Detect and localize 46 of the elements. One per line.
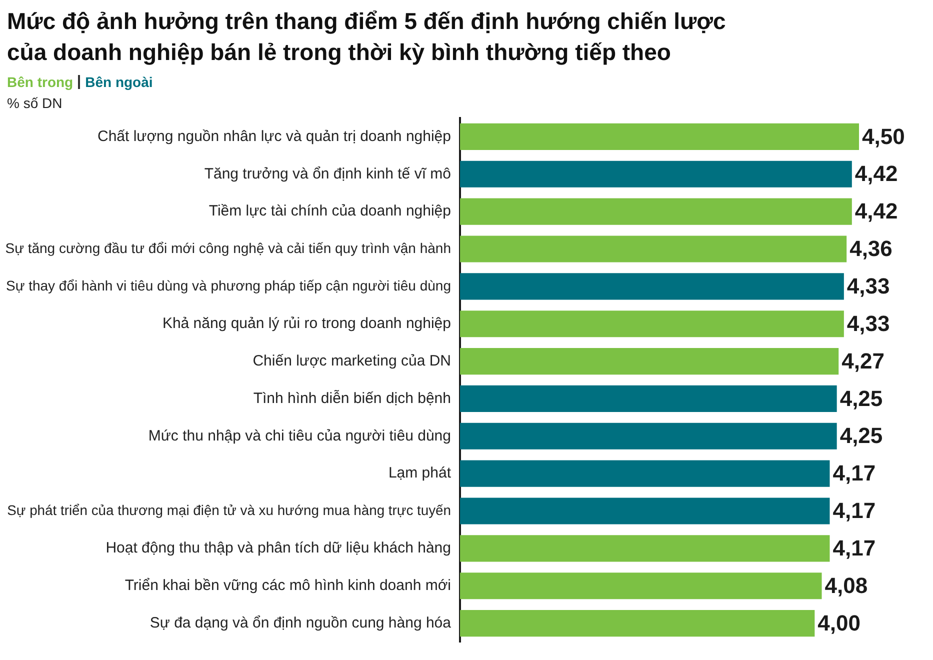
- bar: [460, 460, 830, 487]
- bar: [460, 498, 830, 524]
- bar: [460, 610, 815, 637]
- data-label: 4,42: [854, 161, 898, 186]
- y-tick-label: Sự thay đổi hành vi tiêu dùng và phương pháp tiếp cận người tiêu dùng: [6, 277, 451, 294]
- data-label: 4,08: [824, 572, 868, 598]
- data-label: 4,17: [832, 535, 876, 560]
- y-tick-label: Lạm phát: [388, 464, 452, 482]
- bar: [460, 236, 847, 262]
- data-label: 4,25: [840, 386, 883, 411]
- bar: [460, 123, 859, 150]
- data-label: 4,33: [846, 310, 890, 336]
- data-label: 4,36: [850, 236, 892, 262]
- data-label: 4,17: [832, 498, 876, 524]
- bar: [460, 535, 830, 562]
- data-label: 4,50: [862, 124, 905, 149]
- y-tick-label: Sự đa dạng và ổn định nguồn cung hàng hóa: [150, 614, 452, 632]
- y-tick-label: Mức thu nhập và chi tiêu của người tiêu dùng: [148, 427, 451, 444]
- y-tick-label: Triển khai bền vững các mô hình kinh doanh mới: [124, 577, 451, 594]
- y-tick-label: Tăng trưởng và ổn định kinh tế vĩ mô: [204, 165, 451, 182]
- data-label: 4,17: [832, 460, 876, 486]
- y-tick-label: Sự phát triển của thương mại điện tử và xu hướng mua hàng trực tuyến: [7, 502, 451, 518]
- y-tick-label: Tình hình diễn biến dịch bệnh: [253, 390, 451, 407]
- data-label: 4,00: [818, 610, 860, 636]
- y-tick-label: Hoạt động thu thập và phân tích dữ liệu khách hàng: [106, 540, 451, 557]
- data-label: 4,27: [842, 348, 884, 374]
- bar: [460, 572, 822, 600]
- y-tick-label: Sự tăng cường đầu tư đổi mới công nghệ và cải tiến quy trình vận hành: [5, 240, 451, 256]
- bar: [460, 348, 839, 375]
- data-label: 4,42: [854, 198, 898, 224]
- y-tick-label: Khả năng quản lý rủi ro trong doanh nghiệp: [162, 315, 451, 332]
- y-tick-label: Tiềm lực tài chính của doanh nghiệp: [208, 202, 451, 220]
- bar: [460, 385, 837, 412]
- bar: [460, 198, 852, 225]
- data-label: 4,25: [840, 423, 883, 448]
- y-tick-label: Chiến lược marketing của DN: [252, 352, 451, 370]
- text: % số DN: [7, 94, 62, 112]
- bar: [460, 422, 837, 450]
- text: Bên ngoài: [85, 73, 153, 91]
- bar: [460, 160, 852, 188]
- chart-title: Mức độ ảnh hưởng trên thang điểm 5 đến định hướng chiến lược của doanh nghiệp bán lẻ trong thời kỳ bình thường tiếp theo: [7, 7, 727, 67]
- bar: [460, 273, 844, 300]
- text: Bên trong: [7, 73, 74, 91]
- data-label: 4,33: [846, 273, 890, 298]
- bar: [460, 310, 844, 338]
- y-tick-label: Chất lượng nguồn nhân lực và quản trị doanh nghiệp: [97, 128, 451, 145]
